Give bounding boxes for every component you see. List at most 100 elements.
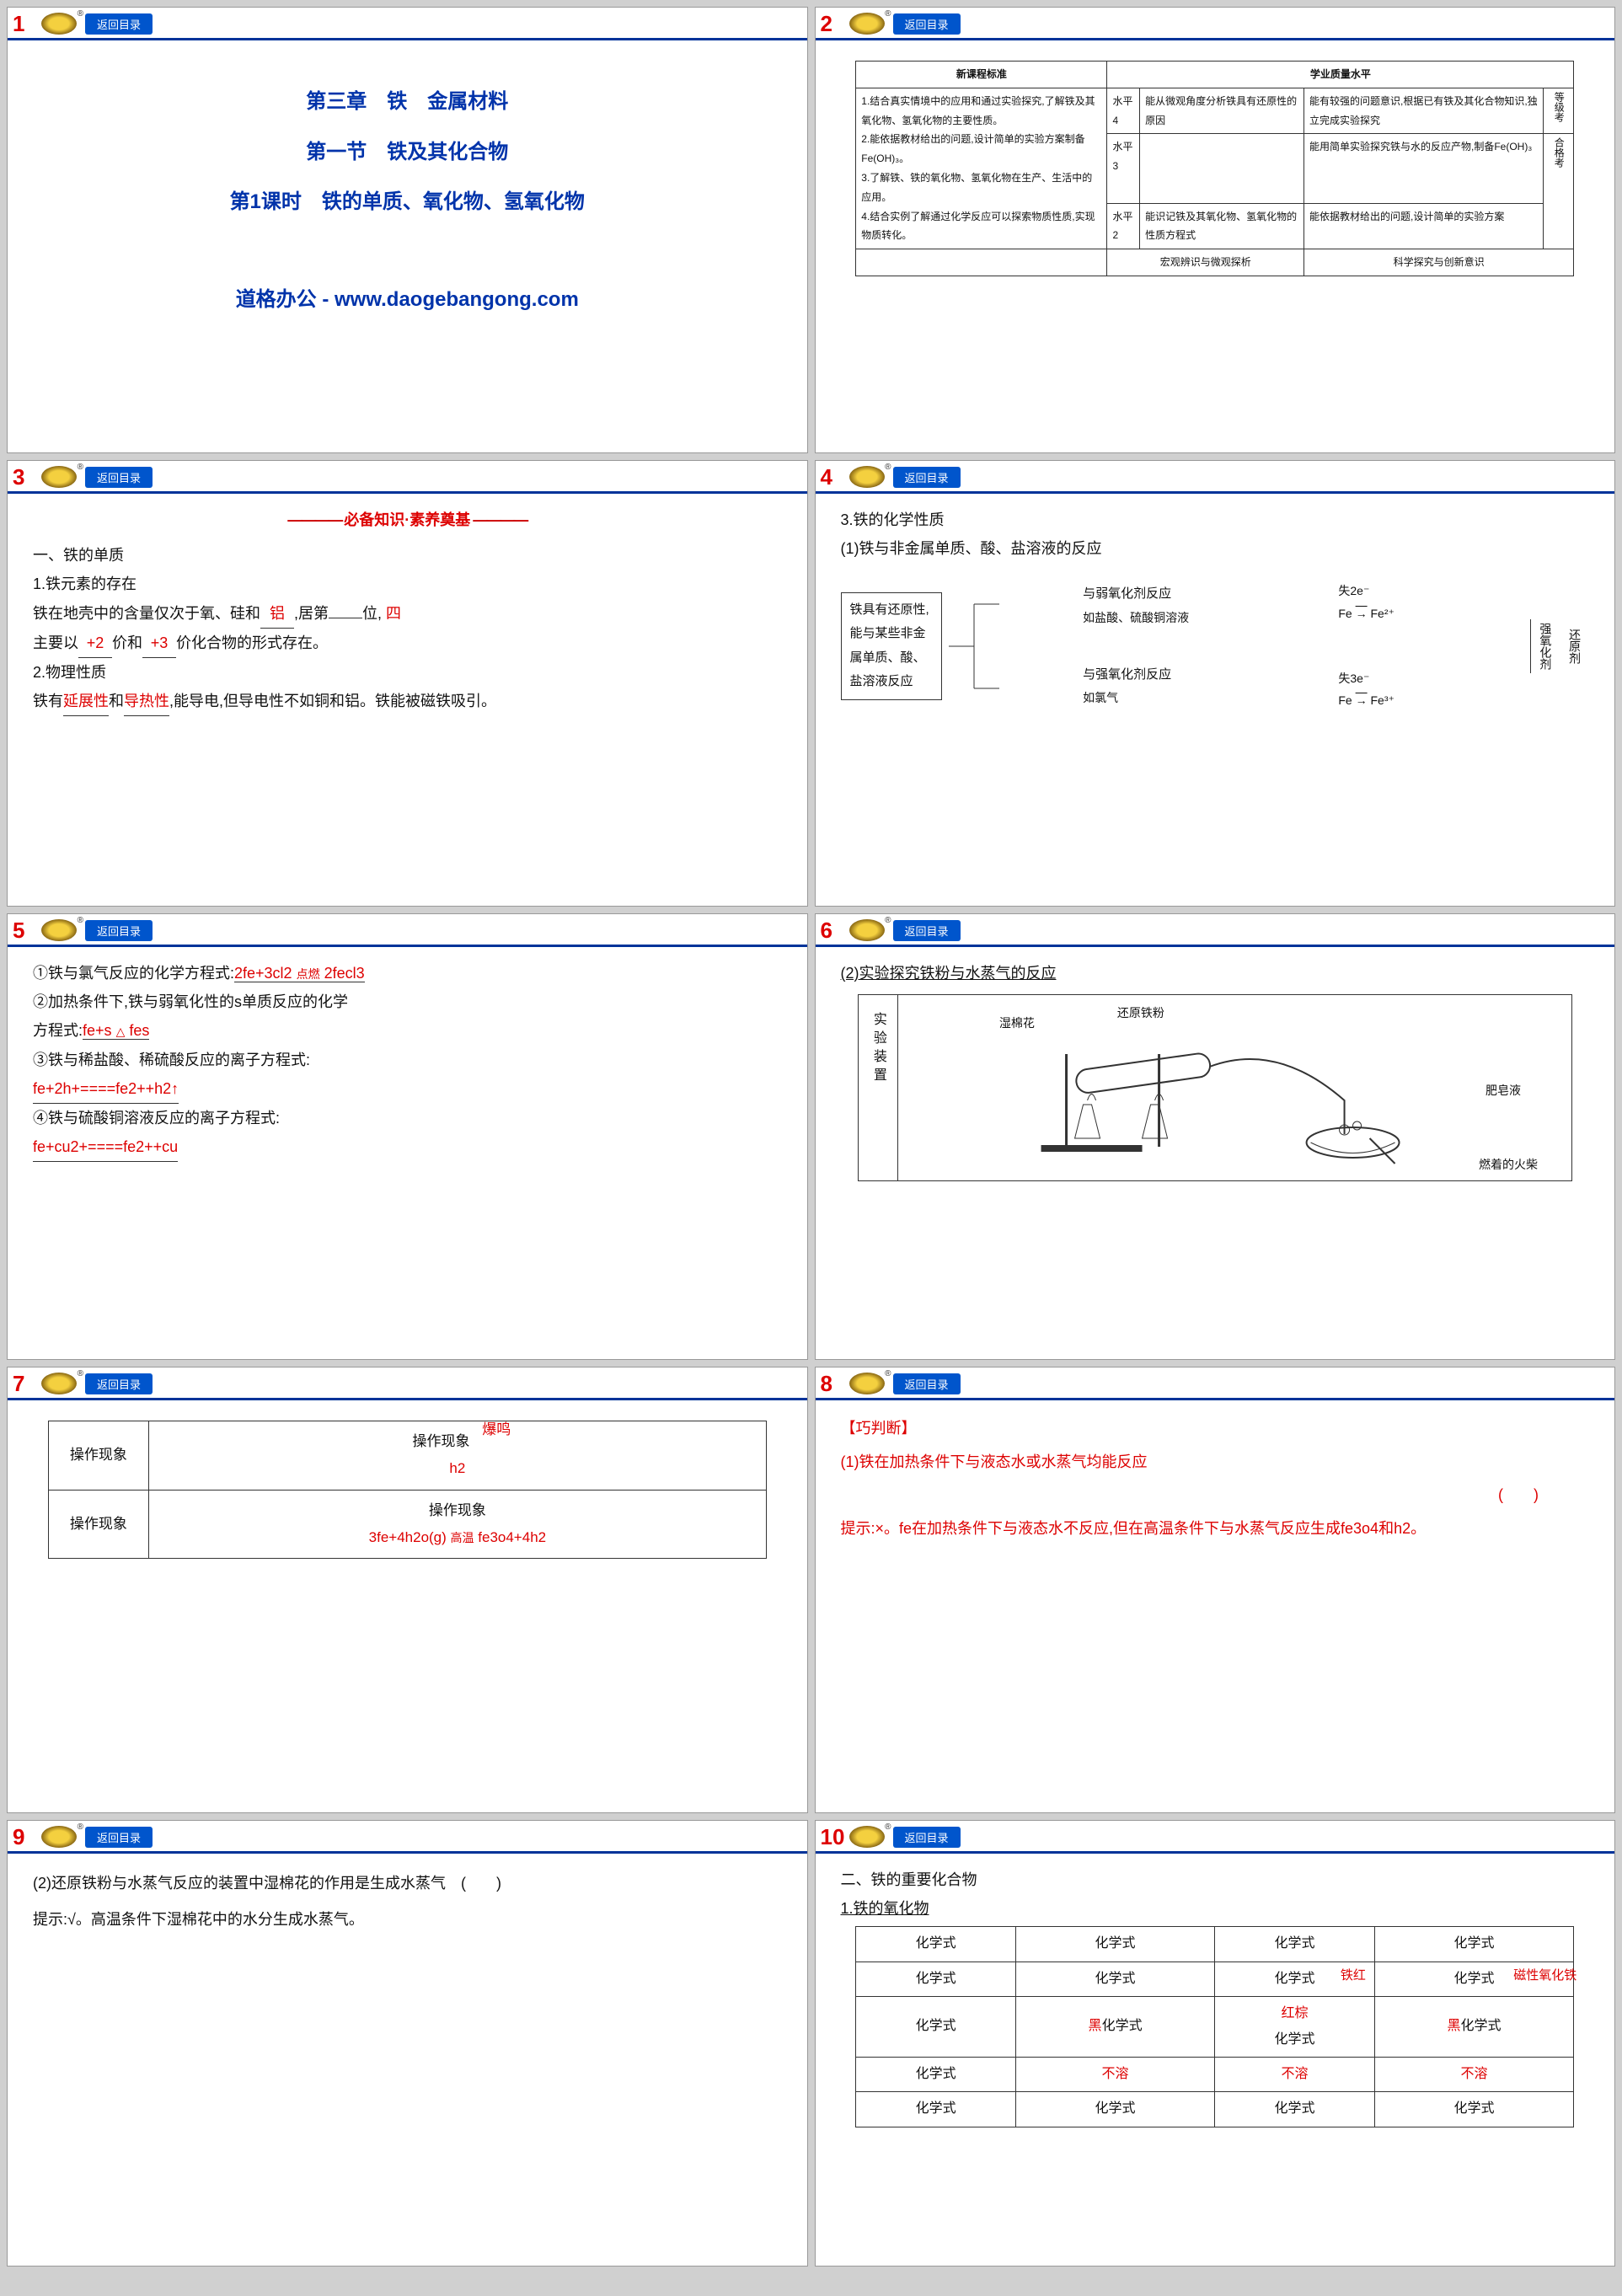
side-label-2: 还原剂 bbox=[1560, 625, 1589, 667]
question-1: (1)铁在加热条件下与液态水或水蒸气均能反应 bbox=[841, 1446, 1590, 1480]
content-body: 二、铁的重要化合物 1.铁的氧化物 化学式化学式化学式化学式 化学式 化学式 化… bbox=[816, 1854, 1615, 2143]
content-body: ①铁与氯气反应的化学方程式:2fe+3cl2 点燃 2fecl3 ②加热条件下,… bbox=[8, 947, 807, 1174]
eq-line-1: ①铁与氯气反应的化学方程式:2fe+3cl2 点燃 2fecl3 bbox=[33, 959, 782, 987]
level-4-desc1: 能从微观角度分析铁具有还原性的原因 bbox=[1140, 88, 1304, 134]
color-3: 黑化学式 bbox=[1374, 1997, 1573, 2058]
slide-header: 返回目录 bbox=[816, 1821, 1615, 1854]
title-content: 第三章 铁 金属材料 第一节 铁及其化合物 第1课时 铁的单质、氧化物、氢氧化物… bbox=[8, 40, 807, 342]
heading-2: 二、铁的重要化合物 bbox=[841, 1865, 1590, 1894]
cell-feo: 化学式铁红 bbox=[1215, 1962, 1375, 1996]
back-button[interactable]: 返回目录 bbox=[893, 1373, 961, 1394]
level-2: 水平2 bbox=[1107, 203, 1140, 249]
eq-1: 失2e⁻Fe → Fe²⁺ bbox=[1338, 580, 1529, 624]
slide-number: 2 bbox=[821, 11, 832, 37]
logo-icon bbox=[41, 466, 77, 488]
section-subhead: 必备知识·素养奠基 bbox=[33, 506, 782, 534]
logo-icon bbox=[41, 919, 77, 941]
color-1: 黑化学式 bbox=[1015, 1997, 1214, 2058]
slide-number: 10 bbox=[821, 1824, 845, 1850]
back-button[interactable]: 返回目录 bbox=[893, 920, 961, 941]
content-body: 操作现象 操作现象 爆鸣 h2 操作现象 操作现象 3fe+4h2o(g) 高温… bbox=[8, 1400, 807, 1579]
content-body: 必备知识·素养奠基 一、铁的单质 1.铁元素的存在 铁在地壳中的含量仅次于氧、硅… bbox=[8, 494, 807, 728]
label-soap: 肥皂液 bbox=[1485, 1079, 1521, 1102]
slide-number: 1 bbox=[13, 11, 24, 37]
slide-5: 5 返回目录 ①铁与氯气反应的化学方程式:2fe+3cl2 点燃 2fecl3 … bbox=[7, 913, 808, 1360]
content-body: 【巧判断】 (1)铁在加热条件下与液态水或水蒸气均能反应 ( ) 提示:×。fe… bbox=[816, 1400, 1615, 1557]
slide-number: 5 bbox=[13, 918, 24, 944]
slide-8: 8 返回目录 【巧判断】 (1)铁在加热条件下与液态水或水蒸气均能反应 ( ) … bbox=[815, 1367, 1616, 1813]
heading: (2)实验探究铁粉与水蒸气的反应 bbox=[841, 959, 1590, 987]
slide-header: 返回目录 bbox=[816, 461, 1615, 494]
back-button[interactable]: 返回目录 bbox=[893, 1827, 961, 1848]
paren: ( ) bbox=[841, 1479, 1590, 1512]
footer-2: 科学探究与创新意识 bbox=[1304, 249, 1574, 276]
eq-line-3: 方程式:fe+s △ fes bbox=[33, 1016, 782, 1045]
content-body: (2)还原铁粉与水蒸气反应的装置中湿棉花的作用是生成水蒸气 ( ) 提示:√。高… bbox=[8, 1854, 807, 1950]
sol-2: 不溶 bbox=[1215, 2057, 1375, 2091]
chapter-title: 第三章 铁 金属材料 bbox=[33, 83, 782, 121]
heading: 3.铁的化学性质 bbox=[841, 506, 1590, 534]
back-button[interactable]: 返回目录 bbox=[893, 13, 961, 35]
answer-4: fe+cu2+====fe2++cu bbox=[33, 1132, 178, 1162]
slide-header: 返回目录 bbox=[816, 914, 1615, 947]
level-3-desc: 能用简单实验探究铁与水的反应产物,制备Fe(OH)₃ bbox=[1304, 134, 1544, 203]
slide-grid: 1 返回目录 第三章 铁 金属材料 第一节 铁及其化合物 第1课时 铁的单质、氧… bbox=[0, 0, 1622, 2273]
tip-1: 提示:×。fe在加热条件下与液态水不反应,但在高温条件下与水蒸气反应生成fe3o… bbox=[841, 1512, 1590, 1546]
slide-number: 9 bbox=[13, 1824, 24, 1850]
slide-1: 1 返回目录 第三章 铁 金属材料 第一节 铁及其化合物 第1课时 铁的单质、氧… bbox=[7, 7, 808, 453]
op-label-2: 操作现象 bbox=[48, 1490, 148, 1559]
slide-header: 返回目录 bbox=[8, 1821, 807, 1854]
eq-line-4: ③铁与稀盐酸、稀硫酸反应的离子方程式: bbox=[33, 1046, 782, 1074]
slide-2: 2 返回目录 新课程标准 学业质量水平 1.结合真实情境中的应用和通过实验探究,… bbox=[815, 7, 1616, 453]
slide-number: 7 bbox=[13, 1371, 24, 1397]
logo-icon bbox=[849, 466, 885, 488]
line-3: 主要以+2价和+3价化合物的形式存在。 bbox=[33, 629, 782, 658]
experiment-box: 实验装置 bbox=[858, 994, 1573, 1181]
back-button[interactable]: 返回目录 bbox=[85, 13, 153, 35]
line-5: 铁有延展性和导热性,能导电,但导电性不如铜和铝。铁能被磁铁吸引。 bbox=[33, 687, 782, 716]
slide-6: 6 返回目录 (2)实验探究铁粉与水蒸气的反应 实验装置 bbox=[815, 913, 1616, 1360]
answer-al: 铝 bbox=[260, 599, 294, 629]
back-button[interactable]: 返回目录 bbox=[85, 1373, 153, 1394]
std-left: 1.结合真实情境中的应用和通过实验探究,了解铁及其氧化物、氢氧化物的主要性质。 … bbox=[856, 88, 1107, 249]
logo-icon bbox=[41, 13, 77, 35]
slide-4: 4 返回目录 3.铁的化学性质 (1)铁与非金属单质、酸、盐溶液的反应 铁具有还… bbox=[815, 460, 1616, 907]
exam-type-1: 等级考 bbox=[1544, 88, 1574, 134]
subheading: 1.铁的氧化物 bbox=[841, 1894, 1590, 1923]
back-button[interactable]: 返回目录 bbox=[893, 467, 961, 488]
label-iron: 还原铁粉 bbox=[1117, 1002, 1164, 1025]
question-2: (2)还原铁粉与水蒸气反应的装置中湿棉花的作用是生成水蒸气 ( ) bbox=[33, 1865, 782, 1902]
exam-type-2: 合格考 bbox=[1544, 134, 1574, 249]
subheading: (1)铁与非金属单质、酸、盐溶液的反应 bbox=[841, 534, 1590, 563]
reaction-diagram bbox=[949, 587, 1077, 705]
op-label-1: 操作现象 bbox=[48, 1421, 148, 1491]
reducibility-box: 铁具有还原性,能与某些非金属单质、酸、盐溶液反应 bbox=[841, 592, 942, 700]
eq-2: 失3e⁻Fe → Fe³⁺ bbox=[1338, 667, 1529, 712]
slide-number: 3 bbox=[13, 464, 24, 490]
logo-icon bbox=[849, 1826, 885, 1848]
color-2: 红棕化学式 bbox=[1215, 1997, 1375, 2058]
slide-header: 返回目录 bbox=[8, 1367, 807, 1400]
branch-2-sub: 如氯气 bbox=[1083, 687, 1338, 709]
slide-header: 返回目录 bbox=[8, 914, 807, 947]
cell-fe3o4: 化学式磁性氧化铁 bbox=[1374, 1962, 1573, 1996]
back-button[interactable]: 返回目录 bbox=[85, 1827, 153, 1848]
slide-header: 返回目录 bbox=[816, 1367, 1615, 1400]
branch-2: 与强氧化剂反应 bbox=[1083, 663, 1338, 688]
logo-icon bbox=[41, 1826, 77, 1848]
experiment-diagram: 湿棉花 还原铁粉 肥皂液 燃着的火柴 bbox=[898, 995, 1571, 1180]
logo-icon bbox=[849, 13, 885, 35]
back-button[interactable]: 返回目录 bbox=[85, 920, 153, 941]
slide-3: 3 返回目录 必备知识·素养奠基 一、铁的单质 1.铁元素的存在 铁在地壳中的含… bbox=[7, 460, 808, 907]
slide-7: 7 返回目录 操作现象 操作现象 爆鸣 h2 操作现象 操作现象 3fe+4h2… bbox=[7, 1367, 808, 1813]
back-button[interactable]: 返回目录 bbox=[85, 467, 153, 488]
content-body: (2)实验探究铁粉与水蒸气的反应 实验装置 bbox=[816, 947, 1615, 1200]
content-body: 3.铁的化学性质 (1)铁与非金属单质、酸、盐溶液的反应 铁具有还原性,能与某些… bbox=[816, 494, 1615, 724]
experiment-label: 实验装置 bbox=[859, 995, 898, 1180]
line-4: 2.物理性质 bbox=[33, 658, 782, 687]
branch-1: 与弱氧化剂反应 bbox=[1083, 582, 1338, 607]
sol-1: 不溶 bbox=[1015, 2057, 1214, 2091]
standards-table: 新课程标准 学业质量水平 1.结合真实情境中的应用和通过实验探究,了解铁及其氧化… bbox=[855, 61, 1574, 276]
ans-bang: 爆鸣 bbox=[482, 1421, 511, 1437]
side-label: 强氧化剂 bbox=[1530, 619, 1560, 673]
